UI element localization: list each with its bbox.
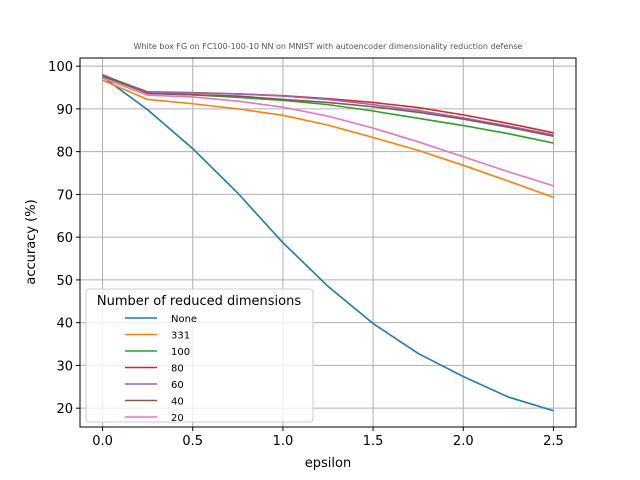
y-tick-label: 40 bbox=[56, 317, 73, 332]
series-line-None bbox=[102, 76, 554, 412]
x-tick-label: 0.0 bbox=[92, 434, 113, 449]
legend-entry-label: None bbox=[171, 314, 197, 325]
y-tick-label: 30 bbox=[56, 359, 73, 374]
plot-frame bbox=[79, 57, 577, 428]
y-tick-label: 90 bbox=[56, 103, 73, 118]
y-axis-label: accuracy (%) bbox=[24, 199, 39, 284]
x-axis-ticks: 0.0 0.5 1.0 1.5 2.0 2.5 bbox=[92, 427, 564, 449]
series-line-60 bbox=[102, 74, 554, 136]
legend-entry-label: 60 bbox=[171, 380, 184, 391]
y-tick-label: 50 bbox=[56, 274, 73, 289]
y-tick-label: 60 bbox=[56, 231, 73, 246]
legend-title: Number of reduced dimensions bbox=[97, 294, 301, 309]
legend-entry-label: 20 bbox=[171, 413, 184, 424]
legend: Number of reduced dimensions None 331 100 8… bbox=[85, 288, 314, 424]
series-lines bbox=[102, 73, 554, 412]
series-line-20 bbox=[102, 77, 554, 187]
legend-entry-label: 40 bbox=[171, 397, 184, 408]
y-axis-ticks: 20 30 40 50 60 70 80 90 100 bbox=[48, 60, 80, 417]
x-tick-label: 1.5 bbox=[363, 434, 384, 449]
x-tick-label: 2.0 bbox=[453, 434, 474, 449]
y-tick-label: 20 bbox=[56, 402, 73, 417]
legend-entry-label: 331 bbox=[171, 331, 190, 342]
legend-entry-label: 80 bbox=[171, 364, 184, 375]
y-tick-label: 80 bbox=[56, 146, 73, 161]
series-line-40 bbox=[102, 73, 554, 138]
legend-entry-label: 100 bbox=[171, 347, 190, 358]
x-tick-label: 2.5 bbox=[543, 434, 564, 449]
series-line-331 bbox=[102, 79, 554, 199]
legend-box bbox=[85, 288, 314, 423]
y-tick-label: 70 bbox=[56, 188, 73, 203]
x-tick-label: 0.5 bbox=[182, 434, 203, 449]
chart-title: White box FG on FC100-100-10 NN on MNIST… bbox=[134, 42, 523, 51]
y-tick-label: 100 bbox=[48, 60, 73, 75]
x-axis-label: epsilon bbox=[305, 456, 351, 471]
x-tick-label: 1.0 bbox=[273, 434, 294, 449]
